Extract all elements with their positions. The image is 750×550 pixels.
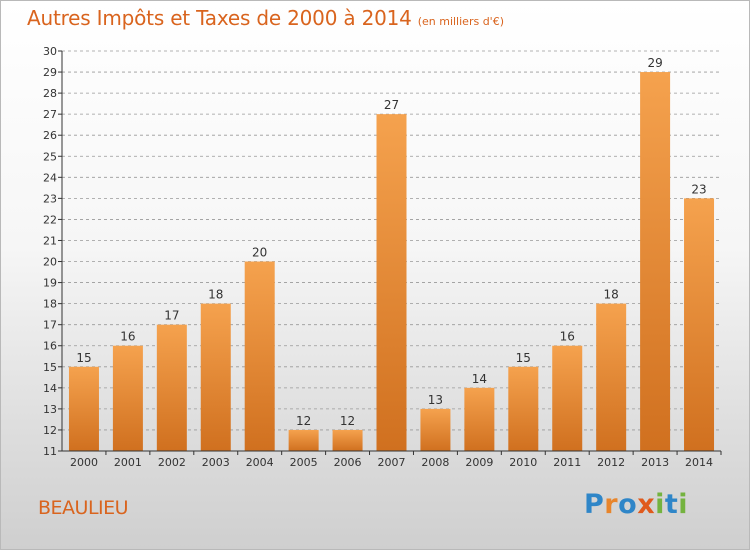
logo-letter: i <box>655 489 665 520</box>
x-tick-label: 2003 <box>202 456 230 469</box>
bar <box>376 114 407 451</box>
x-tick-label: 2004 <box>246 456 274 469</box>
bars <box>68 72 715 451</box>
logo-letter: i <box>678 489 689 520</box>
y-tick-label: 17 <box>43 319 57 332</box>
bar <box>508 366 539 451</box>
bar-value-label: 16 <box>120 330 135 344</box>
x-tick-label: 2010 <box>509 456 537 469</box>
logo-letter: x <box>637 489 656 520</box>
title-row: Autres Impôts et Taxes de 2000 à 2014 (en… <box>27 6 504 30</box>
bar <box>640 72 671 451</box>
bar-value-label: 13 <box>428 393 443 407</box>
bar <box>684 198 715 451</box>
bar-value-label: 12 <box>340 414 355 428</box>
x-tick-label: 2011 <box>553 456 581 469</box>
y-tick-label: 18 <box>43 298 57 311</box>
x-tick-label: 2014 <box>685 456 713 469</box>
chart-subtitle: (en milliers d'€) <box>417 15 504 28</box>
x-tick-label: 2000 <box>70 456 98 469</box>
y-tick-label: 24 <box>43 171 57 184</box>
bar-value-label: 14 <box>472 372 487 386</box>
bar-value-label: 20 <box>252 246 267 260</box>
y-tick-label: 28 <box>43 87 57 100</box>
x-tick-label: 2008 <box>421 456 449 469</box>
labels: 11 12 13 14 15 16 17 18 19 20 21 22 23 24 25 26 27 28 29 30… <box>43 45 713 469</box>
y-tick-label: 22 <box>43 213 57 226</box>
y-tick-label: 14 <box>43 382 57 395</box>
y-tick-label: 30 <box>43 45 57 58</box>
bar <box>156 324 187 451</box>
x-tick-label: 2005 <box>290 456 318 469</box>
logo-letter: r <box>604 489 619 520</box>
logo-letter: P <box>584 489 605 520</box>
location-label: BEAULIEU <box>38 497 129 519</box>
x-tick-label: 2009 <box>465 456 493 469</box>
bar <box>552 345 583 451</box>
bar <box>288 429 319 451</box>
x-tick-label: 2006 <box>334 456 362 469</box>
bar <box>332 429 363 451</box>
y-tick-label: 26 <box>43 129 57 142</box>
y-tick-label: 12 <box>43 424 57 437</box>
bar-value-label: 23 <box>691 182 706 196</box>
bar-value-label: 15 <box>516 351 531 365</box>
bar-value-label: 18 <box>604 288 619 302</box>
bar <box>244 261 275 451</box>
bar-value-label: 18 <box>208 288 223 302</box>
y-tick-label: 19 <box>43 277 57 290</box>
chart-title: Autres Impôts et Taxes de 2000 à 2014 <box>27 6 412 30</box>
bar <box>596 303 627 451</box>
y-tick-label: 15 <box>43 361 57 374</box>
x-tick-label: 2002 <box>158 456 186 469</box>
proxiti-logo[interactable]: Proxiti <box>584 489 688 520</box>
x-tick-label: 2013 <box>641 456 669 469</box>
bar-value-label: 17 <box>164 309 179 323</box>
y-tick-label: 23 <box>43 192 57 205</box>
bar-value-label: 29 <box>647 56 662 70</box>
bar-value-label: 15 <box>76 351 91 365</box>
bar <box>420 408 451 451</box>
y-tick-label: 20 <box>43 256 57 269</box>
bar-value-label: 16 <box>560 330 575 344</box>
bar <box>112 345 143 451</box>
y-tick-label: 11 <box>43 445 57 458</box>
bar-value-label: 12 <box>296 414 311 428</box>
y-tick-label: 16 <box>43 340 57 353</box>
bar <box>68 366 99 451</box>
bar-value-label: 27 <box>384 98 399 112</box>
y-tick-label: 13 <box>43 403 57 416</box>
x-tick-label: 2012 <box>597 456 625 469</box>
logo-letter: t <box>664 489 679 520</box>
y-tick-label: 27 <box>43 108 57 121</box>
x-tick-label: 2001 <box>114 456 142 469</box>
axes <box>58 50 722 455</box>
x-tick-label: 2007 <box>378 456 406 469</box>
y-tick-label: 29 <box>43 66 57 79</box>
y-tick-label: 21 <box>43 234 57 247</box>
y-tick-label: 25 <box>43 150 57 163</box>
logo-letter: o <box>618 489 638 520</box>
bar <box>464 387 495 451</box>
bar <box>200 303 231 451</box>
